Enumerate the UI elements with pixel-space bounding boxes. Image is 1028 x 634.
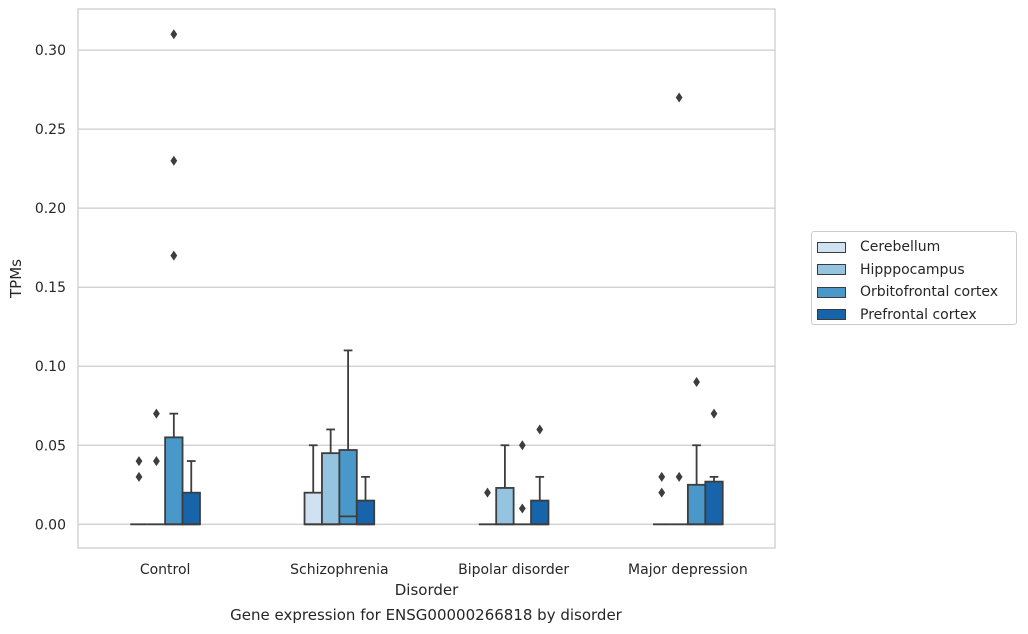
- outlier-point: [536, 424, 544, 435]
- box-prefrontal-cortex: [704, 408, 724, 526]
- outlier-point: [658, 487, 666, 498]
- outlier-point: [675, 92, 683, 103]
- legend-item: Orbitofrontal cortex: [817, 281, 1016, 304]
- box-hipppocampus: [495, 444, 515, 526]
- y-axis-label: TPMs: [7, 259, 25, 299]
- box-prefrontal-cortex: [181, 460, 201, 526]
- outlier-point: [170, 155, 178, 166]
- box-prefrontal-cortex: [355, 475, 376, 526]
- y-tick-label: 0.20: [35, 201, 66, 217]
- chart-caption: Gene expression for ENSG00000266818 by d…: [230, 606, 622, 624]
- y-tick-label: 0.10: [35, 359, 66, 375]
- box-prefrontal-cortex: [530, 424, 550, 526]
- box-iqr: [495, 487, 515, 526]
- x-tick-label: Control: [140, 562, 191, 578]
- box-orbitofrontal-cortex: [338, 349, 358, 526]
- x-tick-label: Major depression: [628, 562, 748, 578]
- outlier-point: [170, 29, 178, 40]
- outlier-point: [135, 471, 143, 482]
- x-axis-ticks: Control Schizophrenia Bipolar disorder Majo…: [140, 562, 748, 578]
- legend-item: Cerebellum: [817, 236, 1016, 259]
- box-orbitofrontal-cortex: [686, 377, 707, 526]
- box-cerebellum: [130, 456, 148, 526]
- box-hipppocampus: [321, 428, 341, 526]
- box-hipppocampus: [670, 92, 688, 526]
- plot-area-frame: [77, 8, 776, 549]
- legend-swatch: [817, 241, 846, 253]
- y-tick-label: 0.30: [35, 43, 66, 59]
- x-tick-label: Bipolar disorder: [458, 562, 569, 578]
- outlier-point: [135, 456, 143, 467]
- legend-label: Hipppocampus: [860, 261, 965, 278]
- outlier-point: [675, 471, 683, 482]
- outlier-point: [693, 377, 700, 388]
- box-orbitofrontal-cortex: [513, 440, 532, 526]
- y-axis-ticks: 0.00 0.05 0.10 0.15 0.20 0.25 0.30: [35, 43, 66, 533]
- box-iqr: [303, 491, 323, 526]
- x-axis-label: Disorder: [395, 581, 459, 599]
- legend-item: Prefrontal cortex: [817, 304, 1016, 327]
- box-cerebellum: [653, 471, 671, 526]
- box-cerebellum: [303, 444, 323, 526]
- box-orbitofrontal-cortex: [164, 29, 184, 526]
- outlier-point: [658, 471, 666, 482]
- outlier-point: [484, 487, 491, 498]
- box-iqr: [704, 480, 724, 526]
- legend-label: Prefrontal cortex: [860, 306, 977, 323]
- grid-lines: [78, 49, 775, 525]
- box-iqr: [321, 452, 341, 526]
- legend-label: Cerebellum: [860, 239, 941, 256]
- legend-swatch: [817, 286, 846, 298]
- outlier-point: [518, 440, 526, 451]
- legend-swatch: [817, 264, 846, 276]
- outlier-point: [518, 503, 526, 514]
- outlier-point: [710, 408, 718, 419]
- box-iqr: [181, 491, 201, 526]
- box-iqr: [530, 499, 550, 526]
- y-tick-label: 0.05: [35, 438, 66, 454]
- legend-label: Orbitofrontal cortex: [860, 284, 998, 301]
- box-iqr: [164, 436, 184, 526]
- x-tick-label: Schizophrenia: [290, 562, 388, 578]
- boxes: [130, 29, 724, 526]
- box-iqr: [355, 499, 376, 526]
- box-iqr: [338, 449, 358, 526]
- legend-item: Hipppocampus: [817, 259, 1016, 282]
- y-tick-label: 0.15: [35, 280, 66, 296]
- outlier-point: [153, 456, 160, 467]
- y-tick-label: 0.25: [35, 122, 66, 138]
- outlier-point: [153, 408, 160, 419]
- y-tick-label: 0.00: [35, 517, 66, 533]
- legend: Cerebellum Hipppocampus Orbitofrontal cort…: [811, 231, 1017, 325]
- outlier-point: [170, 250, 178, 261]
- box-cerebellum: [478, 487, 497, 526]
- box-hipppocampus: [147, 408, 166, 526]
- legend-swatch: [817, 309, 846, 321]
- box-iqr: [686, 483, 707, 526]
